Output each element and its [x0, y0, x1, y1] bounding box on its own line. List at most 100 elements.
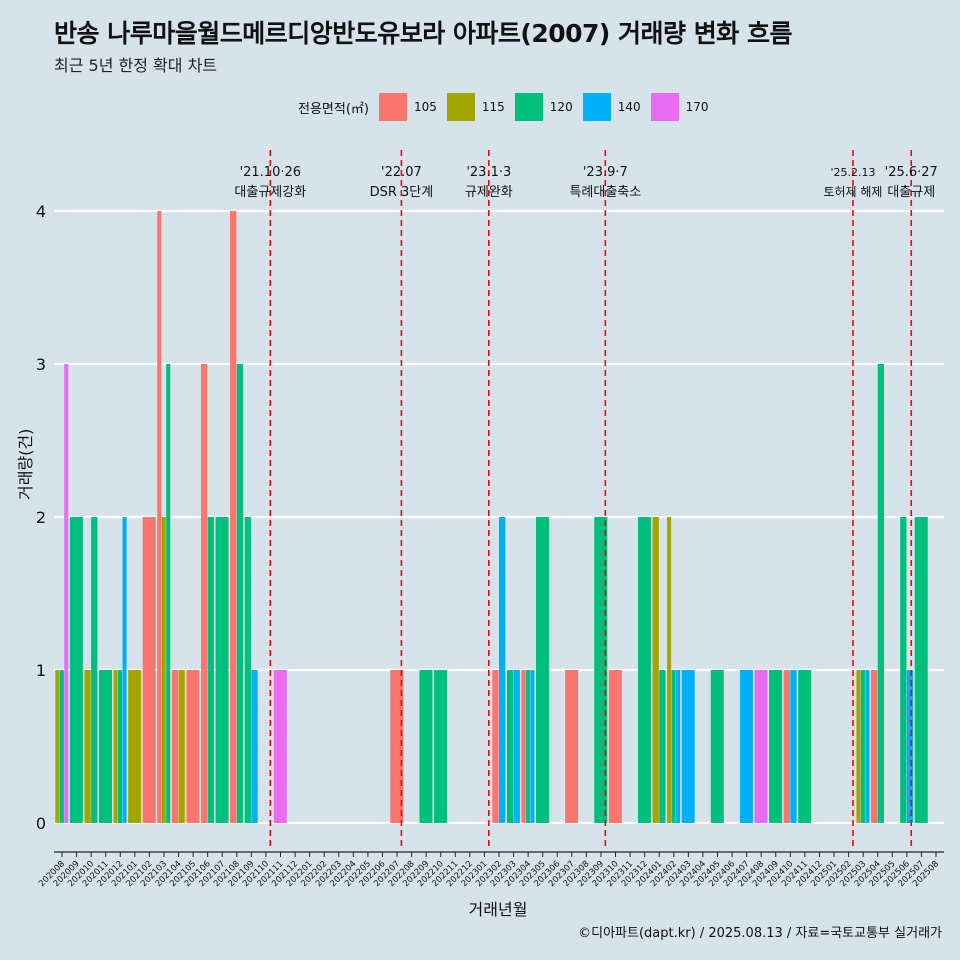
bar-202304-120	[525, 670, 530, 823]
event-date-label-202502: '25.2.13	[830, 166, 875, 179]
bar-202109-140	[251, 670, 258, 823]
event-text-label-202207: DSR 3단계	[370, 185, 434, 200]
bar-202302-140	[499, 517, 506, 823]
legend-swatch-140	[582, 93, 611, 121]
legend-item-105: 105	[378, 93, 437, 121]
legend-swatch-170	[650, 93, 679, 121]
bar-202503-120	[860, 670, 865, 823]
bar-202210-120	[434, 670, 448, 823]
bar-202503-140	[865, 670, 870, 823]
bar-202108-120	[236, 364, 244, 823]
bar-202102-105	[142, 517, 156, 823]
bar-202012-140	[122, 517, 127, 823]
bar-202207-105	[390, 670, 404, 823]
bar-202303-140	[513, 670, 520, 823]
bar-202105-105	[186, 670, 200, 823]
bar-202507-120	[914, 517, 928, 823]
bar-202106-120	[207, 517, 214, 823]
bar-202303-120	[506, 670, 514, 823]
bar-202410-140	[790, 670, 797, 823]
chart-title: 반송 나루마을월드메르디앙반도유보라 아파트(2007) 거래량 변화 흐름	[54, 19, 792, 48]
bar-202107-120	[215, 517, 229, 823]
y-tick-label-1: 1	[36, 661, 46, 680]
legend-item-170: 170	[650, 93, 709, 121]
event-date-label-202309: '23.9·7	[583, 165, 628, 180]
bar-202011-120	[99, 670, 112, 823]
bar-202405-120	[710, 670, 724, 823]
source-caption: ©디아파트(dapt.kr) / 2025.08.13 / 자료=국토교통부 실…	[578, 926, 942, 941]
legend-label-170: 170	[685, 100, 709, 114]
bar-202103-120	[166, 364, 171, 823]
bar-202302-105	[492, 670, 499, 823]
event-date-label-202207: '22.07	[381, 165, 422, 180]
bar-202109-120	[244, 517, 251, 823]
bar-202307-105	[565, 670, 579, 823]
bar-202103-105	[157, 211, 162, 823]
bar-202504-120	[877, 364, 885, 823]
bar-202012-120	[118, 670, 123, 823]
legend-item-120: 120	[514, 93, 573, 121]
bar-202008-115	[55, 670, 60, 823]
legend-swatch-105	[378, 93, 407, 121]
bar-202108-105	[230, 211, 237, 823]
bar-202401-115	[652, 517, 659, 823]
bar-202506-120	[900, 517, 907, 823]
bar-202304-140	[530, 670, 535, 823]
bar-202503-115	[856, 670, 861, 823]
bar-202104-115	[178, 670, 185, 823]
y-axis-label: 거래량(건)	[16, 428, 35, 500]
legend-swatch-120	[514, 93, 543, 121]
bar-202111-170	[273, 670, 287, 823]
bar-202305-120	[536, 517, 549, 823]
bar-202408-170	[754, 670, 768, 823]
bar-202403-140	[681, 670, 695, 823]
bar-202106-105	[200, 364, 208, 823]
bar-202009-120	[69, 517, 83, 823]
legend: 전용면적(㎡) 105 115 120 140 170	[298, 93, 719, 121]
bar-202103-115	[161, 517, 166, 823]
legend-title: 전용면적(㎡)	[298, 101, 369, 117]
event-date-label-202110: '21.10·26	[240, 165, 301, 180]
bar-202309-120	[594, 517, 608, 823]
event-date-label-202506: '25.6·27	[885, 165, 938, 180]
legend-label-120: 120	[549, 100, 573, 114]
event-text-label-202502: 토허제 해제	[823, 185, 882, 199]
bar-202010-115	[84, 670, 91, 823]
bar-202008-170	[64, 364, 69, 823]
x-axis-label: 거래년월	[468, 900, 528, 919]
legend-label-140: 140	[617, 100, 641, 114]
legend-item-140: 140	[582, 93, 641, 121]
bar-202312-120	[637, 517, 651, 823]
y-tick-label-3: 3	[36, 355, 46, 374]
y-tick-label-0: 0	[36, 814, 46, 833]
bar-202410-105	[783, 670, 790, 823]
bar-202409-120	[769, 670, 783, 823]
event-date-label-202301: '23.1·3	[466, 165, 511, 180]
chart-subtitle: 최근 5년 한정 확대 차트	[54, 56, 218, 75]
legend-label-115: 115	[481, 100, 505, 114]
bar-202012-115	[113, 670, 118, 823]
bar-202401-120	[659, 670, 666, 823]
bar-202310-105	[608, 670, 622, 823]
legend-label-105: 105	[413, 100, 437, 114]
bar-202504-105	[871, 670, 878, 823]
event-text-label-202309: 특례대출축소	[569, 185, 641, 200]
bar-202402-115	[667, 517, 672, 823]
legend-item-115: 115	[446, 93, 505, 121]
event-text-label-202506: 대출규제	[887, 185, 935, 200]
bar-202506-140	[906, 670, 914, 823]
bar-202411-120	[798, 670, 812, 823]
bar-202101-115	[128, 670, 142, 823]
bar-202407-140	[739, 670, 753, 823]
bar-202304-105	[521, 670, 526, 823]
event-text-label-202301: 규제완화	[465, 185, 513, 200]
bar-202209-120	[419, 670, 433, 823]
y-tick-label-2: 2	[36, 508, 46, 527]
y-tick-label-4: 4	[36, 202, 46, 221]
bar-202104-105	[171, 670, 179, 823]
bar-202402-140	[676, 670, 681, 823]
bar-202402-120	[671, 670, 676, 823]
bar-202010-120	[91, 517, 98, 823]
event-text-label-202110: 대출규제강화	[234, 185, 306, 200]
